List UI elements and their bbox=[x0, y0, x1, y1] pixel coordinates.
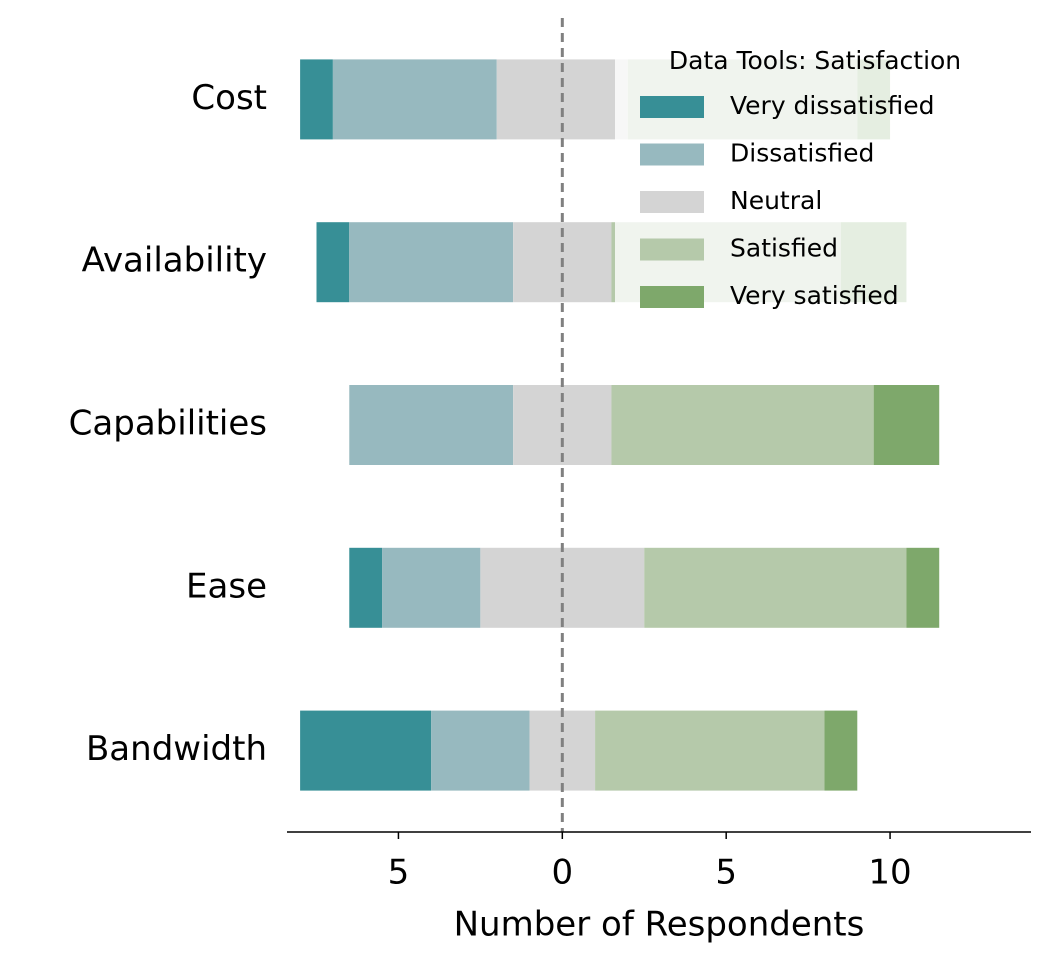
bar-segment bbox=[824, 710, 858, 791]
bar-segment bbox=[349, 222, 514, 303]
bar-segment bbox=[595, 710, 825, 791]
legend-swatch bbox=[640, 191, 704, 213]
bar-segment bbox=[316, 222, 350, 303]
legend-box bbox=[615, 40, 1015, 322]
legend-label: Very dissatisfied bbox=[730, 91, 935, 120]
bar-segment bbox=[300, 59, 333, 140]
legend-label: Dissatisfied bbox=[730, 139, 874, 168]
legend-swatch bbox=[640, 96, 704, 118]
bar-segment bbox=[332, 59, 497, 140]
bar-segment bbox=[611, 385, 874, 465]
x-tick-label: 5 bbox=[715, 853, 737, 893]
legend-swatch bbox=[640, 286, 704, 308]
bar-segment bbox=[431, 710, 530, 791]
legend-swatch bbox=[640, 238, 704, 261]
legend-swatch bbox=[640, 143, 704, 166]
legend-label: Very satisfied bbox=[730, 281, 899, 310]
y-tick-label: Capabilities bbox=[69, 404, 267, 444]
y-tick-label: Availability bbox=[82, 241, 267, 281]
bar-segment bbox=[906, 547, 940, 628]
bar-segment bbox=[644, 547, 907, 628]
y-tick-label: Bandwidth bbox=[86, 729, 267, 769]
bar-segment bbox=[529, 710, 596, 791]
bar-segment bbox=[349, 547, 383, 628]
x-axis-label: Number of Respondents bbox=[454, 905, 865, 945]
y-tick-label: Cost bbox=[191, 78, 267, 118]
bar-segment bbox=[349, 385, 514, 465]
x-tick-label: 0 bbox=[551, 853, 573, 893]
bar-segment bbox=[382, 547, 481, 628]
legend-title: Data Tools: Satisfaction bbox=[669, 46, 961, 75]
bar-segment bbox=[300, 710, 432, 791]
x-tick-label: 10 bbox=[868, 853, 911, 893]
y-tick-label: Ease bbox=[186, 566, 267, 606]
legend-label: Satisfied bbox=[730, 234, 838, 263]
legend: Data Tools: Satisfaction Very dissatisfie… bbox=[615, 40, 1015, 322]
legend-label: Neutral bbox=[730, 186, 822, 215]
bar-segment bbox=[873, 385, 940, 465]
x-tick-label: 5 bbox=[388, 853, 410, 893]
